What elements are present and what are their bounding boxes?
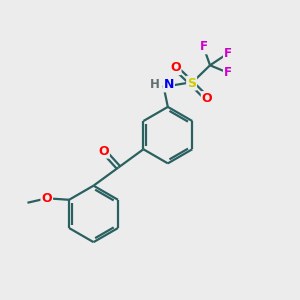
Text: O: O: [98, 145, 109, 158]
Text: O: O: [202, 92, 212, 105]
Text: S: S: [187, 76, 196, 90]
Text: F: F: [200, 40, 208, 53]
Text: F: F: [224, 47, 232, 60]
Text: O: O: [170, 61, 181, 74]
Text: H: H: [150, 78, 160, 92]
Text: O: O: [41, 192, 52, 205]
Text: N: N: [164, 78, 174, 92]
Text: F: F: [224, 66, 232, 79]
